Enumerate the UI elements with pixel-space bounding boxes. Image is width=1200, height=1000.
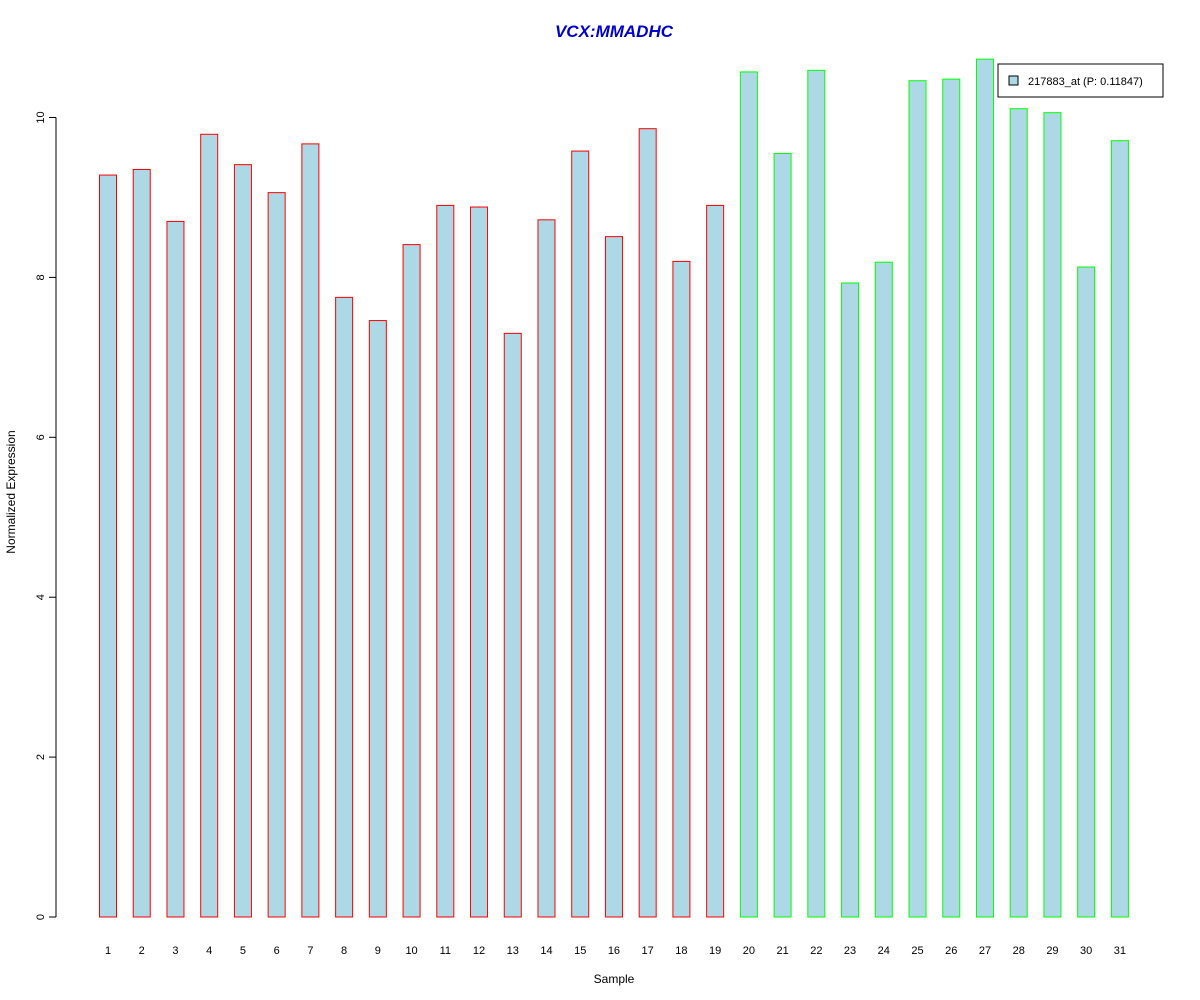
bar-sample-5 — [233, 164, 252, 918]
bar-sample-18 — [672, 260, 691, 918]
bar-sample-12 — [470, 206, 489, 918]
x-tick-label: 16 — [608, 945, 620, 957]
x-tick-label: 2 — [139, 945, 145, 957]
bar-sample-26 — [942, 78, 961, 918]
legend-label: 217883_at (P: 0.11847) — [1028, 76, 1143, 88]
bar-sample-31 — [1110, 140, 1129, 918]
bar-sample-14 — [537, 219, 556, 918]
chart-title: VCX:MMADHC — [555, 22, 674, 41]
x-tick-label: 8 — [341, 945, 347, 957]
x-tick-label: 29 — [1046, 945, 1058, 957]
bar-sample-17 — [638, 128, 657, 918]
x-tick-label: 19 — [709, 945, 721, 957]
x-tick-label: 31 — [1114, 945, 1126, 957]
bars — [99, 58, 1129, 918]
bar-sample-23 — [841, 282, 860, 918]
bar-sample-11 — [436, 204, 455, 918]
bar-sample-21 — [773, 152, 792, 918]
bar-sample-4 — [200, 133, 219, 918]
legend-swatch — [1008, 75, 1019, 86]
y-tick-label: 10 — [35, 111, 47, 123]
bar-sample-28 — [1009, 108, 1028, 918]
y-tick-label: 2 — [35, 754, 47, 760]
bar-sample-22 — [807, 69, 826, 918]
y-axis: 0 2 4 6 8 10 — [35, 111, 57, 920]
x-tick-label: 30 — [1080, 945, 1092, 957]
x-tick-label: 27 — [979, 945, 991, 957]
x-tick-label: 23 — [844, 945, 856, 957]
x-tick-label: 10 — [405, 945, 417, 957]
bar-sample-20 — [739, 71, 758, 918]
bar-sample-6 — [267, 192, 286, 918]
x-tick-label: 20 — [743, 945, 755, 957]
x-tick-label: 14 — [540, 945, 552, 957]
x-tick-label: 1 — [105, 945, 111, 957]
x-tick-label: 26 — [945, 945, 957, 957]
x-tick-label: 22 — [810, 945, 822, 957]
x-tick-labels: 1 2 3 4 5 6 7 8 9 10 11 12 13 14 15 16 17 18 19 20 21 22 23 24 2… — [105, 945, 1126, 957]
bar-sample-19 — [706, 204, 725, 918]
x-tick-label: 5 — [240, 945, 246, 957]
y-tick-label: 4 — [35, 594, 47, 600]
x-tick-label: 3 — [172, 945, 178, 957]
x-tick-label: 18 — [675, 945, 687, 957]
y-tick-label: 8 — [35, 274, 47, 280]
y-axis-title: Normalized Expression — [4, 430, 18, 553]
bar-sample-29 — [1043, 112, 1062, 918]
x-tick-label: 7 — [307, 945, 313, 957]
x-tick-label: 6 — [274, 945, 280, 957]
bar-sample-9 — [368, 320, 387, 918]
bar-sample-3 — [166, 220, 185, 918]
bar-sample-30 — [1077, 266, 1096, 918]
bar-sample-7 — [301, 143, 320, 918]
x-tick-label: 11 — [440, 945, 451, 957]
y-tick-label: 6 — [35, 434, 47, 440]
bar-sample-16 — [604, 236, 623, 918]
x-tick-label: 21 — [776, 945, 788, 957]
bar-sample-10 — [402, 244, 421, 918]
x-tick-label: 24 — [878, 945, 890, 957]
bar-sample-24 — [874, 261, 893, 918]
bar-sample-1 — [99, 174, 117, 918]
bar-sample-15 — [571, 150, 590, 918]
x-tick-label: 9 — [375, 945, 381, 957]
x-axis-title: Sample — [594, 972, 635, 986]
x-tick-label: 28 — [1013, 945, 1025, 957]
x-tick-label: 12 — [473, 945, 485, 957]
legend: 217883_at (P: 0.11847) — [997, 63, 1164, 98]
bar-sample-25 — [908, 80, 927, 918]
y-tick-label: 0 — [35, 914, 47, 920]
bar-sample-27 — [975, 58, 994, 918]
bar-sample-2 — [132, 168, 151, 918]
x-tick-label: 17 — [642, 945, 654, 957]
bar-sample-8 — [335, 296, 354, 918]
legend-box — [997, 63, 1164, 98]
bar-sample-13 — [503, 332, 522, 918]
x-tick-label: 15 — [574, 945, 586, 957]
x-tick-label: 4 — [206, 945, 212, 957]
x-tick-label: 13 — [507, 945, 519, 957]
x-tick-label: 25 — [911, 945, 923, 957]
